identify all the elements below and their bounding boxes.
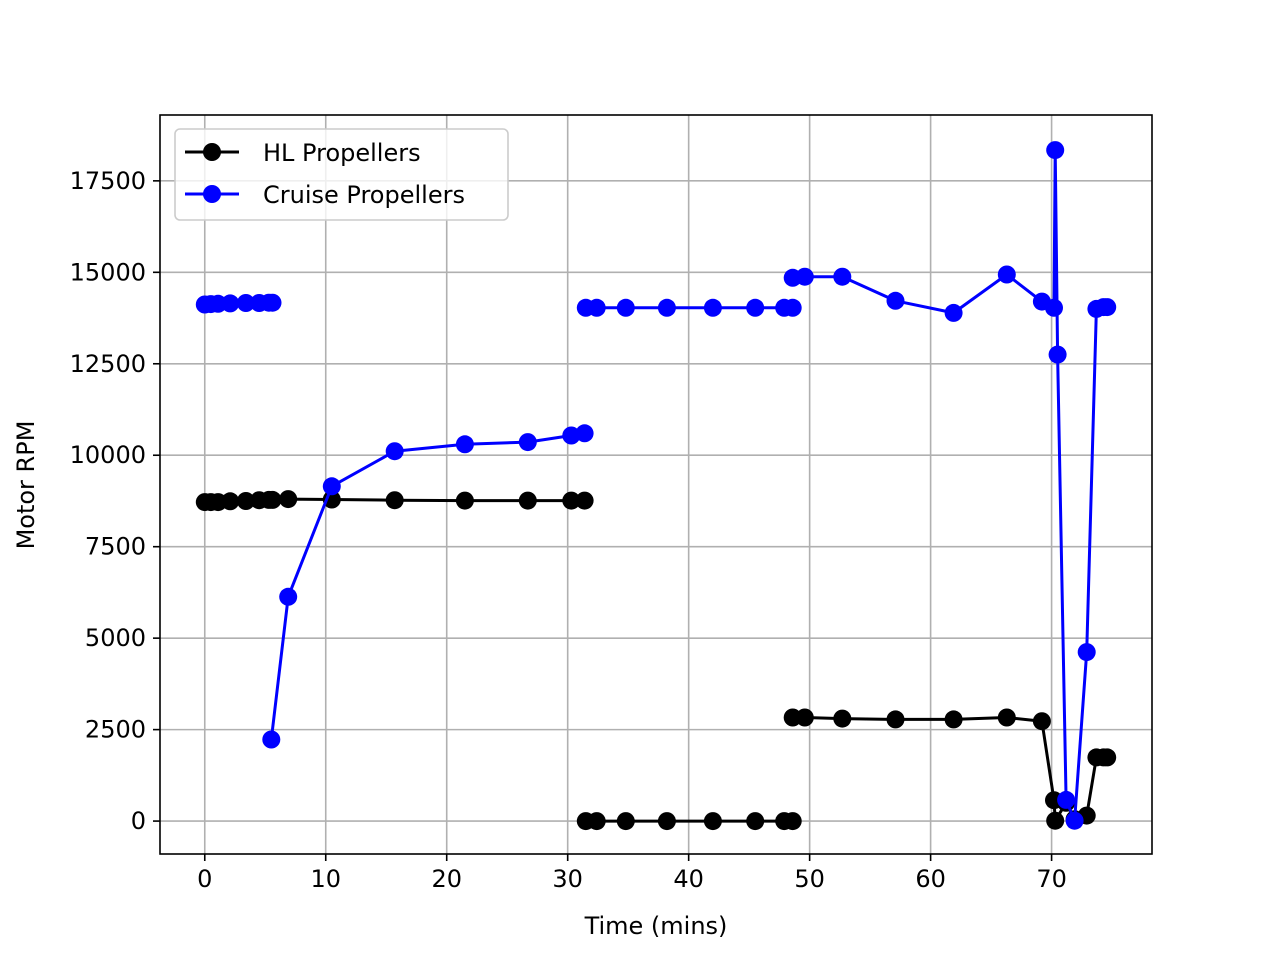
data-point-hl-propellers (562, 491, 581, 510)
data-point-hl-propellers (455, 491, 474, 510)
axis-ticks: 0 10 20 30 40 50 60 70 0 2500 5000 7500 10000 12500 15… (70, 167, 1067, 893)
data-point-cruise-propellers (944, 303, 963, 322)
data-point-cruise-propellers (1048, 345, 1067, 364)
data-point-cruise-propellers (385, 442, 404, 461)
series-cruise-propellers (195, 141, 1117, 830)
data-point-hl-propellers (795, 708, 814, 727)
data-point-hl-propellers (1046, 811, 1065, 830)
x-tick-label: 10 (310, 865, 341, 893)
data-point-hl-propellers (279, 490, 298, 509)
data-point-hl-propellers (221, 492, 240, 511)
data-point-cruise-propellers (262, 730, 281, 749)
data-point-cruise-propellers (518, 433, 537, 452)
y-tick-label: 17500 (70, 167, 146, 195)
data-point-cruise-propellers (1065, 811, 1084, 830)
grid-lines (160, 115, 1152, 854)
data-point-cruise-propellers (746, 298, 765, 317)
x-tick-label: 50 (794, 865, 825, 893)
data-point-cruise-propellers (263, 293, 282, 312)
legend-label-cruise-propellers: Cruise Propellers (263, 181, 465, 209)
data-point-hl-propellers (944, 710, 963, 729)
y-tick-label: 5000 (85, 624, 146, 652)
y-tick-label: 12500 (70, 350, 146, 378)
data-point-cruise-propellers (997, 265, 1016, 284)
series-hl-propellers (195, 490, 1117, 831)
data-point-hl-propellers (997, 708, 1016, 727)
x-axis-label: Time (mins) (584, 912, 728, 940)
data-point-cruise-propellers (783, 298, 802, 317)
data-point-cruise-propellers (562, 426, 581, 445)
data-point-cruise-propellers (236, 294, 255, 312)
data-point-cruise-propellers (575, 424, 594, 443)
plot-area (160, 115, 1152, 854)
x-tick-label: 20 (431, 865, 462, 893)
data-point-hl-propellers (886, 710, 905, 729)
data-point-hl-propellers (833, 709, 852, 728)
data-point-cruise-propellers (1098, 298, 1117, 317)
y-tick-label: 0 (131, 807, 146, 835)
data-point-cruise-propellers (279, 587, 298, 606)
data-point-cruise-propellers (1057, 790, 1076, 809)
data-point-hl-propellers (783, 812, 802, 831)
series-line-cruise-propellers (792, 148, 1108, 823)
x-tick-label: 70 (1036, 865, 1067, 893)
data-point-cruise-propellers (886, 291, 905, 310)
data-point-cruise-propellers (587, 298, 606, 317)
legend: HL Propellers Cruise Propellers (174, 128, 509, 221)
data-point-hl-propellers (587, 812, 606, 831)
data-point-hl-propellers (1098, 748, 1117, 767)
data-point-cruise-propellers (1045, 298, 1063, 317)
plot-frame (159, 114, 1153, 855)
data-point-cruise-propellers (795, 267, 814, 286)
data-point-cruise-propellers (1046, 141, 1065, 160)
y-axis-label: Motor RPM (12, 421, 40, 550)
legend-label-hl-propellers: HL Propellers (263, 139, 421, 167)
data-point-hl-propellers (518, 491, 537, 510)
data-point-cruise-propellers (616, 298, 635, 317)
data-point-hl-propellers (657, 812, 676, 831)
x-tick-label: 60 (915, 865, 946, 893)
data-point-hl-propellers (236, 492, 255, 510)
legend-box (174, 128, 509, 221)
series-layer (195, 141, 1117, 831)
data-point-hl-propellers (703, 812, 722, 831)
y-tick-label: 2500 (85, 716, 146, 744)
y-tick-label: 7500 (85, 533, 146, 561)
data-point-cruise-propellers (455, 435, 474, 454)
x-tick-label: 0 (197, 865, 212, 893)
x-tick-label: 40 (673, 865, 704, 893)
data-point-hl-propellers (575, 491, 594, 510)
data-point-cruise-propellers (833, 267, 852, 286)
data-point-hl-propellers (1032, 712, 1051, 731)
x-tick-label: 30 (552, 865, 583, 893)
data-point-cruise-propellers (221, 294, 240, 313)
data-point-cruise-propellers (1077, 643, 1096, 662)
legend-marker-cruise-propellers (203, 185, 221, 203)
data-point-hl-propellers (263, 490, 282, 509)
data-point-cruise-propellers (657, 298, 676, 317)
y-tick-label: 15000 (70, 258, 146, 286)
data-point-hl-propellers (385, 491, 404, 510)
data-point-hl-propellers (616, 812, 635, 831)
data-point-hl-propellers (746, 812, 765, 831)
legend-marker-hl-propellers (203, 143, 221, 161)
data-point-cruise-propellers (703, 298, 722, 317)
data-point-cruise-propellers (322, 477, 341, 496)
y-tick-label: 10000 (70, 441, 146, 469)
